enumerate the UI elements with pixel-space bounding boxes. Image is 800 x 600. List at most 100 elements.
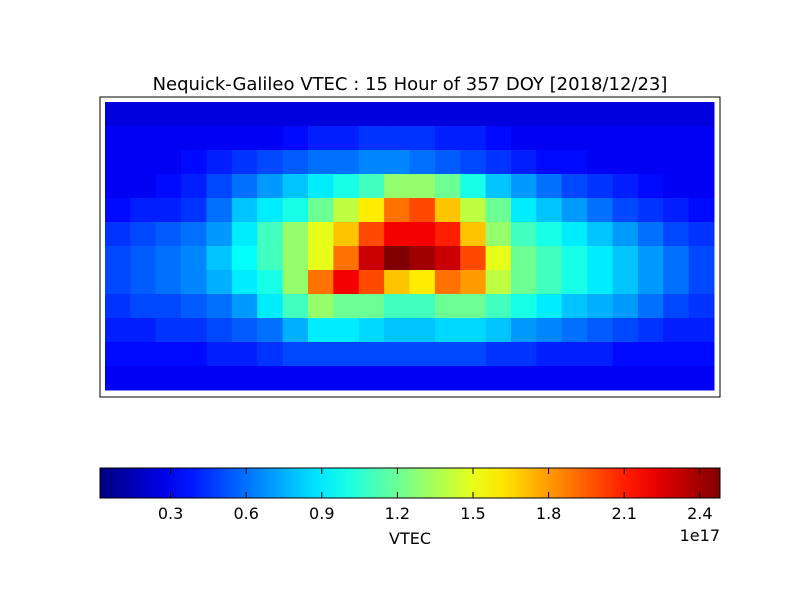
heatmap-cell xyxy=(688,294,715,319)
heatmap-cell xyxy=(130,270,157,295)
heatmap-cell xyxy=(282,174,309,199)
heatmap-cell xyxy=(206,174,233,199)
heatmap-cell xyxy=(206,366,233,391)
colorbar-offset: 1e17 xyxy=(680,526,720,545)
heatmap-cell xyxy=(384,342,410,367)
heatmap-cell xyxy=(333,342,360,367)
heatmap-cell xyxy=(358,318,385,343)
heatmap-cell xyxy=(637,270,664,295)
heatmap-cell xyxy=(155,318,182,343)
heatmap-cell xyxy=(130,150,157,175)
heatmap-cell xyxy=(511,150,537,175)
heatmap-cell xyxy=(155,294,182,319)
heatmap-cell xyxy=(460,222,487,247)
heatmap-cell xyxy=(485,174,512,199)
heatmap-cell xyxy=(688,318,715,343)
heatmap-cell xyxy=(333,246,360,271)
heatmap-cell xyxy=(637,102,664,127)
heatmap-cell xyxy=(206,150,233,175)
heatmap-cell xyxy=(688,342,715,367)
heatmap-cell xyxy=(308,366,334,391)
heatmap-cell xyxy=(612,126,639,151)
heatmap-cell xyxy=(206,318,233,343)
heatmap-cell xyxy=(511,126,537,151)
heatmap-cell xyxy=(130,246,157,271)
heatmap-cell xyxy=(587,366,613,391)
heatmap-cell xyxy=(587,294,613,319)
heatmap-cell xyxy=(358,198,385,223)
heatmap-cell xyxy=(257,174,284,199)
heatmap-cell xyxy=(181,102,207,127)
heatmap-cell xyxy=(206,222,233,247)
heatmap-cell xyxy=(384,102,410,127)
heatmap-cell xyxy=(561,342,588,367)
heatmap-cell xyxy=(105,126,131,151)
heatmap-cell xyxy=(536,126,563,151)
heatmap-cell xyxy=(511,198,537,223)
heatmap-cell xyxy=(206,102,233,127)
heatmap-cell xyxy=(409,222,436,247)
heatmap-cell xyxy=(485,198,512,223)
heatmap-cell xyxy=(536,150,563,175)
heatmap-cell xyxy=(612,222,639,247)
heatmap-cell xyxy=(105,270,131,295)
heatmap-cell xyxy=(511,294,537,319)
heatmap-cell xyxy=(231,126,258,151)
heatmap-cell xyxy=(612,270,639,295)
heatmap-cell xyxy=(536,270,563,295)
heatmap-cell xyxy=(460,366,487,391)
heatmap-cell xyxy=(688,102,715,127)
heatmap-cell xyxy=(663,294,690,319)
heatmap-cell xyxy=(663,198,690,223)
heatmap-cell xyxy=(181,270,207,295)
heatmap-cell xyxy=(536,174,563,199)
heatmap-cell xyxy=(257,294,284,319)
heatmap-cell xyxy=(105,366,131,391)
heatmap-cell xyxy=(105,102,131,127)
heatmap-cell xyxy=(155,126,182,151)
heatmap-cell xyxy=(358,246,385,271)
heatmap-cell xyxy=(485,150,512,175)
colorbar-tick-label: 0.6 xyxy=(233,504,258,523)
heatmap-cell xyxy=(181,198,207,223)
heatmap-cell xyxy=(282,150,309,175)
heatmap-cell xyxy=(384,198,410,223)
heatmap-cell xyxy=(561,270,588,295)
colorbar-tick-label: 0.3 xyxy=(158,504,183,523)
heatmap-cell xyxy=(181,222,207,247)
heatmap-cell xyxy=(333,198,360,223)
heatmap-cell xyxy=(384,246,410,271)
heatmap-cell xyxy=(206,246,233,271)
heatmap-cell xyxy=(333,366,360,391)
heatmap-cell xyxy=(206,294,233,319)
heatmap-cell xyxy=(308,126,334,151)
heatmap-cell xyxy=(358,294,385,319)
heatmap-cell xyxy=(536,222,563,247)
heatmap-cell xyxy=(257,318,284,343)
heatmap-cell xyxy=(308,294,334,319)
heatmap-cell xyxy=(511,246,537,271)
heatmap-cell xyxy=(561,174,588,199)
heatmap-cell xyxy=(561,366,588,391)
heatmap-cell xyxy=(637,294,664,319)
heatmap-cell xyxy=(282,270,309,295)
heatmap-cell xyxy=(358,102,385,127)
heatmap-cell xyxy=(155,102,182,127)
heatmap-cell xyxy=(181,150,207,175)
heatmap-cell xyxy=(384,318,410,343)
colorbar-tick-label: 2.1 xyxy=(612,504,637,523)
heatmap-cell xyxy=(333,174,360,199)
heatmap-cell xyxy=(384,222,410,247)
heatmap-cell xyxy=(434,246,461,271)
heatmap-cell xyxy=(333,102,360,127)
heatmap-cell xyxy=(384,174,410,199)
colorbar-label: VTEC xyxy=(389,529,431,548)
heatmap-cell xyxy=(663,270,690,295)
heatmap-cell xyxy=(511,318,537,343)
heatmap-cell xyxy=(460,102,487,127)
heatmap-cell xyxy=(536,318,563,343)
heatmap-cell xyxy=(257,198,284,223)
heatmap-cell xyxy=(434,294,461,319)
heatmap-cell xyxy=(460,246,487,271)
heatmap-cell xyxy=(333,126,360,151)
